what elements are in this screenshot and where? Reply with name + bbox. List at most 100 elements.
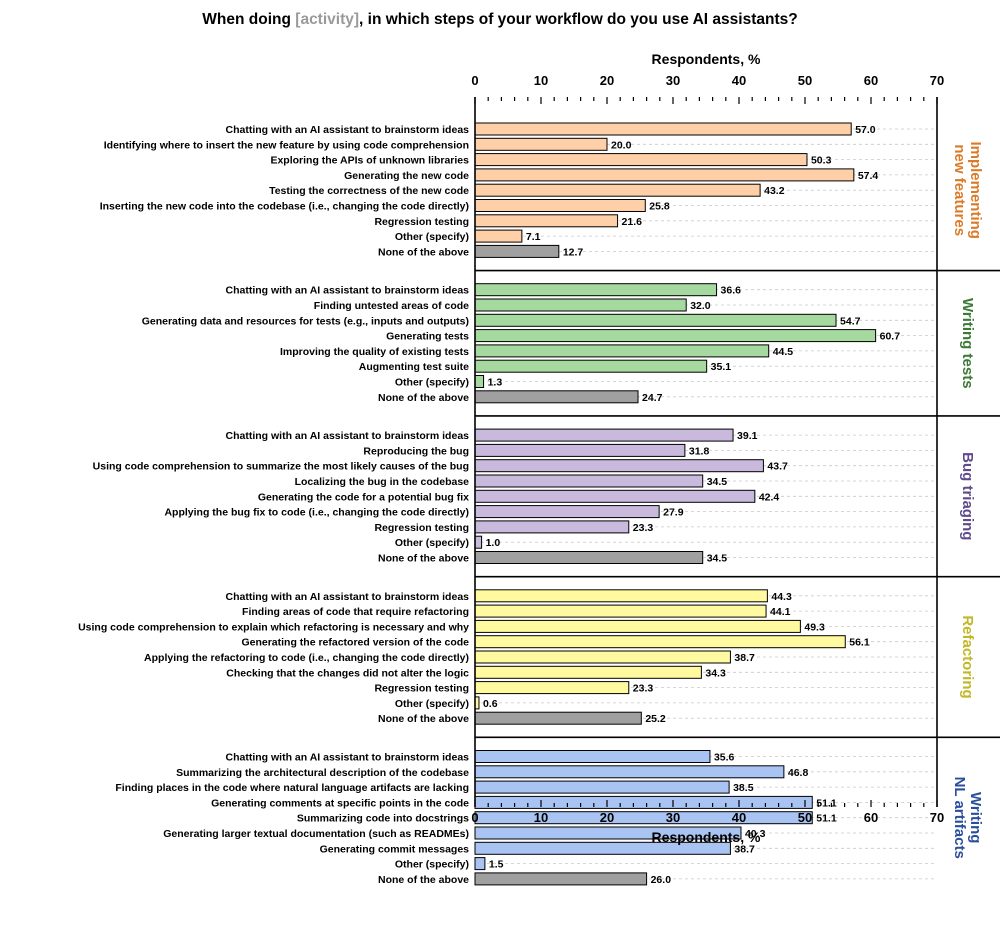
category-label: None of the above bbox=[378, 246, 469, 258]
bar bbox=[474, 459, 764, 473]
bar bbox=[474, 535, 483, 549]
category-label: Other (specify) bbox=[395, 859, 469, 871]
category-label: None of the above bbox=[378, 713, 469, 725]
bar bbox=[474, 390, 639, 404]
bar bbox=[474, 489, 756, 503]
category-label: Chatting with an AI assistant to brainst… bbox=[226, 591, 470, 603]
bar bbox=[474, 551, 704, 564]
value-label: 35.1 bbox=[711, 361, 732, 373]
category-label: Generating the new code bbox=[344, 170, 469, 182]
value-label: 43.2 bbox=[764, 185, 785, 197]
bottom-tick-label: 10 bbox=[534, 810, 548, 825]
bar bbox=[474, 183, 761, 197]
bar bbox=[474, 665, 702, 679]
value-label: 60.7 bbox=[880, 331, 901, 343]
chart-title-part: [activity] bbox=[295, 11, 359, 28]
bar bbox=[474, 750, 711, 763]
value-label: 20.0 bbox=[611, 139, 632, 151]
bar bbox=[474, 122, 852, 136]
value-label: 56.1 bbox=[849, 637, 870, 649]
top-tick-label: 60 bbox=[864, 73, 878, 88]
category-label: Finding places in the code where natural… bbox=[115, 782, 469, 794]
category-label: Identifying where to insert the new feat… bbox=[104, 139, 469, 151]
category-label: Finding areas of code that require refac… bbox=[242, 606, 469, 618]
value-label: 44.3 bbox=[771, 591, 792, 603]
bar bbox=[474, 153, 808, 167]
value-label: 26.0 bbox=[651, 874, 672, 886]
category-label: None of the above bbox=[378, 553, 469, 565]
bottom-tick-label: 50 bbox=[798, 810, 812, 825]
value-label: 57.0 bbox=[855, 124, 876, 136]
value-label: 34.5 bbox=[707, 476, 728, 488]
bar bbox=[474, 443, 686, 457]
bottom-tick-label: 60 bbox=[864, 810, 878, 825]
value-label: 46.8 bbox=[788, 767, 809, 779]
category-label: Chatting with an AI assistant to brainst… bbox=[226, 752, 470, 764]
category-label: Regression testing bbox=[374, 683, 469, 695]
x-axis-title-bottom: Respondents, % bbox=[652, 829, 761, 845]
value-label: 44.1 bbox=[770, 606, 791, 618]
group-title-line: Writing tests bbox=[959, 298, 976, 389]
bar bbox=[474, 650, 731, 664]
bar bbox=[474, 811, 813, 825]
category-label: Using code comprehension to summarize th… bbox=[93, 461, 469, 473]
value-label: 34.3 bbox=[705, 667, 726, 679]
category-label: Improving the quality of existing tests bbox=[280, 346, 469, 358]
category-label: Chatting with an AI assistant to brainst… bbox=[226, 285, 470, 297]
value-label: 31.8 bbox=[689, 445, 710, 457]
bar bbox=[474, 313, 837, 327]
bar bbox=[474, 229, 523, 243]
top-tick-label: 50 bbox=[798, 73, 812, 88]
category-label: Inserting the new code into the codebase… bbox=[100, 201, 469, 213]
bar bbox=[474, 168, 855, 182]
bar bbox=[474, 199, 646, 212]
value-label: 51.1 bbox=[816, 813, 837, 825]
bar bbox=[474, 244, 560, 258]
category-label: Other (specify) bbox=[395, 537, 469, 549]
bar bbox=[474, 619, 801, 633]
group-title: WritingNL artifacts bbox=[951, 777, 984, 859]
top-tick-label: 10 bbox=[534, 73, 548, 88]
value-label: 27.9 bbox=[663, 507, 684, 519]
value-label: 7.1 bbox=[526, 231, 541, 243]
value-label: 1.5 bbox=[489, 859, 504, 871]
value-label: 49.3 bbox=[804, 621, 825, 633]
value-label: 38.7 bbox=[734, 843, 755, 855]
value-label: 43.7 bbox=[767, 461, 788, 473]
bar bbox=[474, 137, 608, 151]
category-label: Regression testing bbox=[374, 522, 469, 534]
top-tick-label: 70 bbox=[930, 73, 944, 88]
group-title: Bug triaging bbox=[959, 452, 976, 540]
value-label: 24.7 bbox=[642, 392, 663, 404]
value-label: 51.1 bbox=[816, 797, 837, 809]
category-label: Using code comprehension to explain whic… bbox=[78, 621, 469, 633]
category-label: None of the above bbox=[378, 392, 469, 404]
category-label: Localizing the bug in the codebase bbox=[295, 476, 470, 488]
value-label: 36.6 bbox=[721, 285, 742, 297]
category-label: Exploring the APIs of unknown libraries bbox=[270, 155, 469, 167]
bar bbox=[474, 711, 642, 725]
bar bbox=[474, 826, 742, 840]
bar bbox=[474, 780, 730, 794]
bottom-tick-label: 40 bbox=[732, 810, 746, 825]
bar bbox=[474, 214, 619, 228]
bar bbox=[474, 857, 486, 871]
bottom-tick-label: 20 bbox=[600, 810, 614, 825]
category-label: Generating the code for a potential bug … bbox=[258, 491, 469, 503]
category-label: Finding untested areas of code bbox=[314, 300, 469, 312]
bar bbox=[474, 505, 660, 519]
bar bbox=[474, 298, 687, 312]
bottom-tick-label: 70 bbox=[930, 810, 944, 825]
group-title: Refactoring bbox=[959, 615, 976, 698]
bar bbox=[474, 283, 718, 297]
value-label: 42.4 bbox=[759, 491, 780, 503]
category-label: Other (specify) bbox=[395, 231, 469, 243]
value-label: 0.6 bbox=[483, 698, 498, 710]
top-tick-label: 30 bbox=[666, 73, 680, 88]
chart-title: When doing [activity], in which steps of… bbox=[202, 11, 797, 28]
chart-title-part: , in which steps of your workflow do you… bbox=[359, 11, 798, 28]
category-label: Generating tests bbox=[386, 331, 469, 343]
bar bbox=[474, 428, 734, 442]
value-label: 40.3 bbox=[745, 828, 766, 840]
